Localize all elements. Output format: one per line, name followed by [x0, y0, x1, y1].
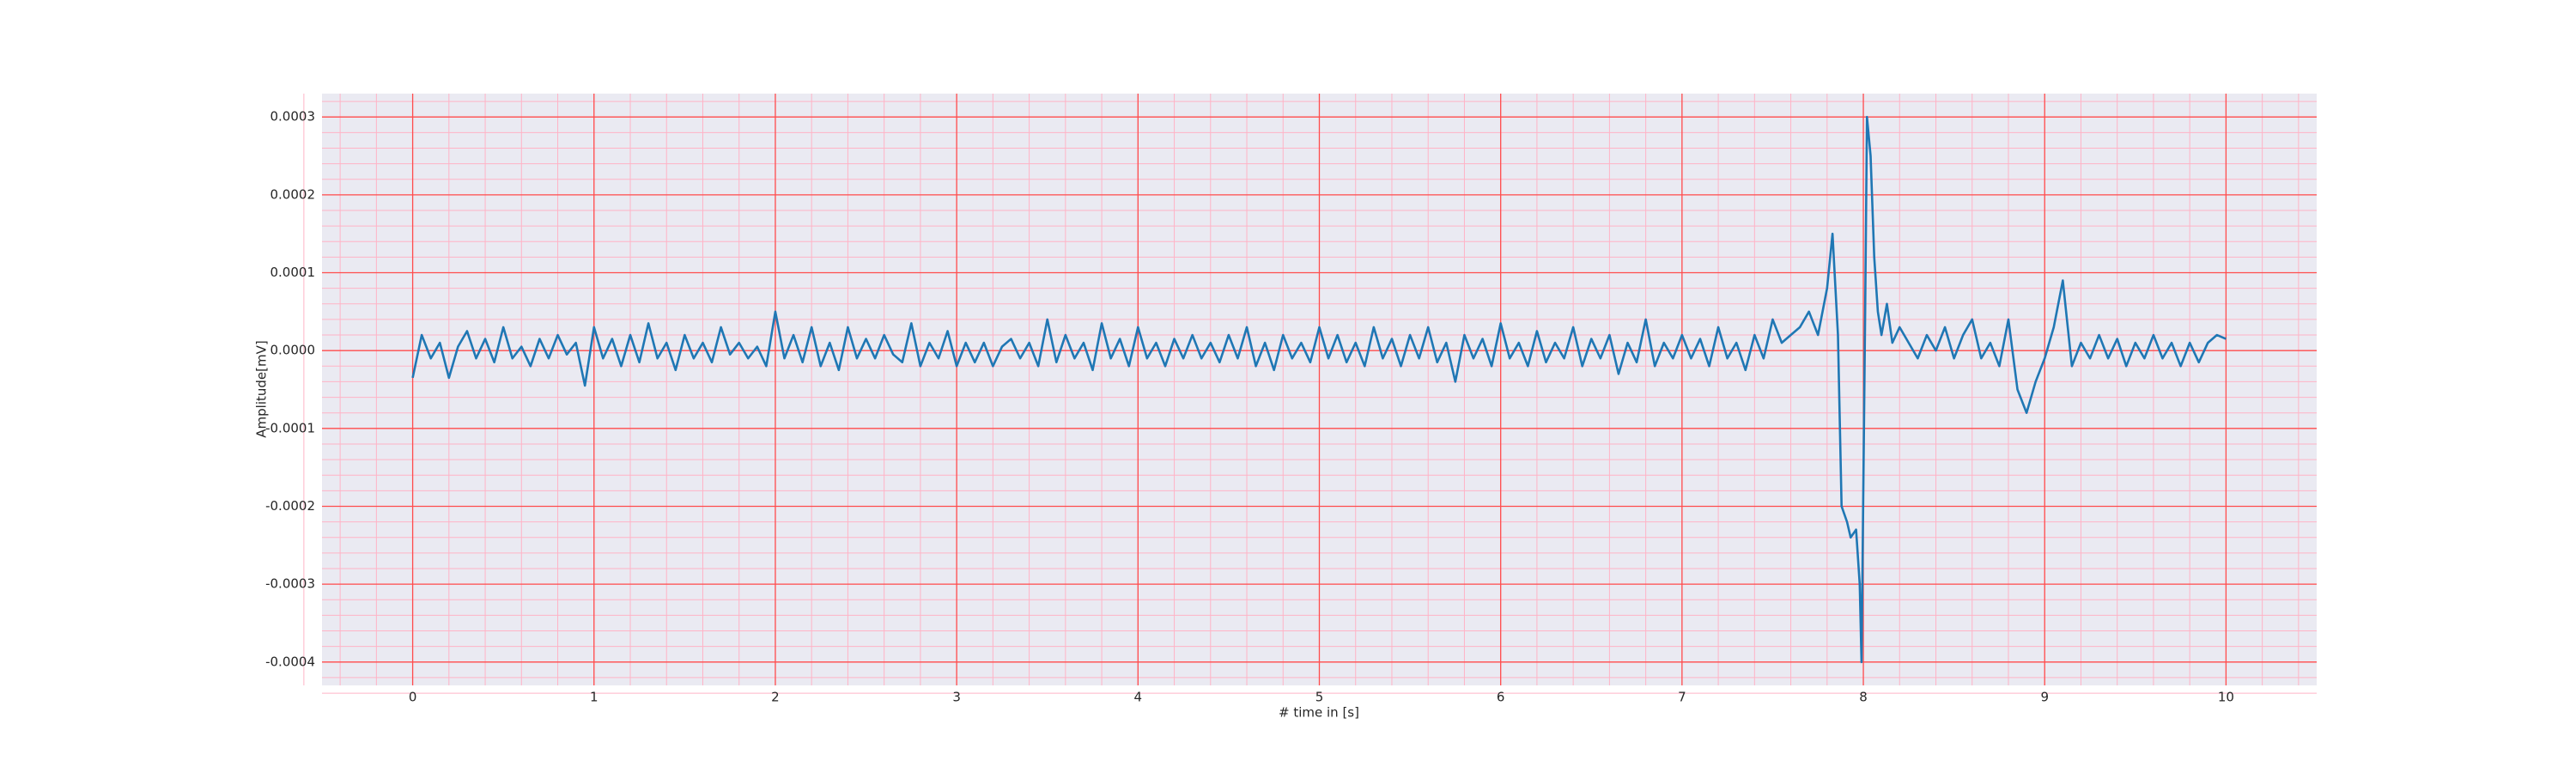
- x-tick-label: 1: [590, 690, 598, 705]
- y-tick-label: -0.0003: [265, 576, 315, 592]
- y-tick-label: 0.0000: [270, 343, 316, 358]
- x-tick-label: 5: [1315, 690, 1324, 705]
- x-tick-label: 0: [409, 690, 417, 705]
- signal-line: [411, 115, 2227, 664]
- x-tick-label: 3: [952, 690, 961, 705]
- y-tick-label: -0.0004: [265, 654, 315, 669]
- y-axis-label: Amplitude[mV]: [254, 340, 270, 437]
- x-tick-label: 6: [1497, 690, 1505, 705]
- y-tick-label: -0.0002: [265, 498, 315, 514]
- x-axis-label: # time in [s]: [1279, 705, 1359, 721]
- x-tick-label: 10: [2218, 690, 2234, 705]
- y-tick-label: 0.0003: [270, 109, 316, 125]
- y-tick-label: 0.0002: [270, 186, 316, 202]
- plot-area: [303, 94, 2317, 694]
- y-tick-label: 0.0001: [270, 265, 316, 280]
- x-tick-label: 9: [2040, 690, 2049, 705]
- y-tick-label: -0.0001: [265, 420, 315, 435]
- x-tick-label: 7: [1678, 690, 1686, 705]
- x-tick-label: 2: [771, 690, 780, 705]
- x-tick-label: 8: [1859, 690, 1868, 705]
- x-tick-label: 4: [1134, 690, 1143, 705]
